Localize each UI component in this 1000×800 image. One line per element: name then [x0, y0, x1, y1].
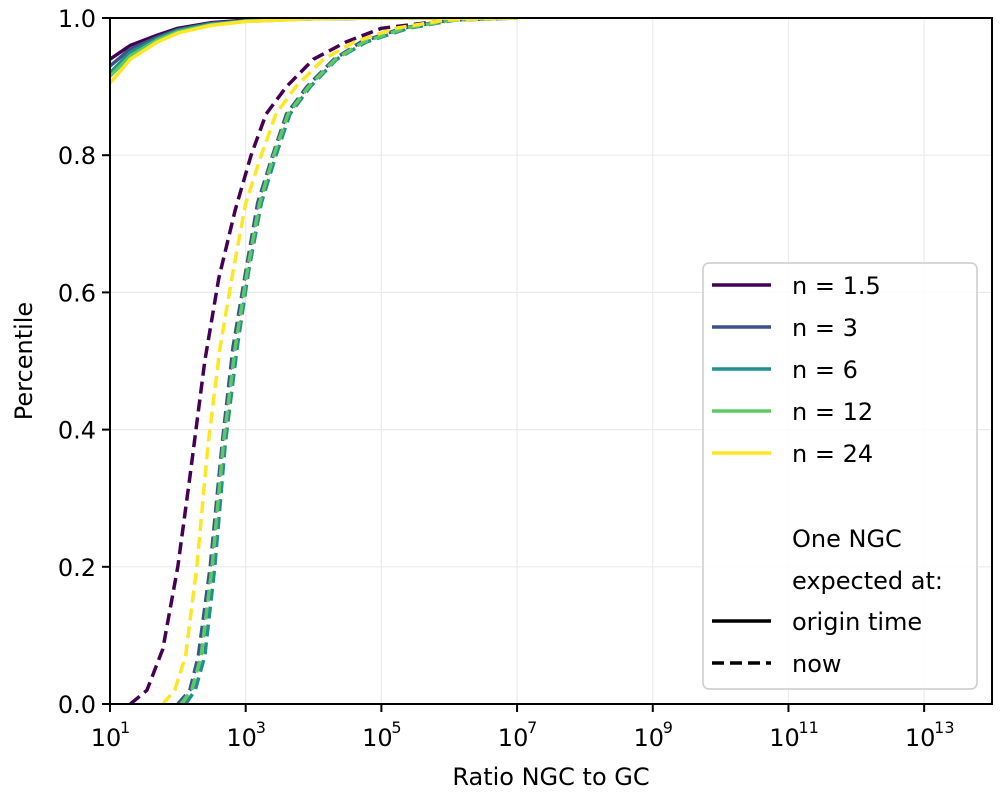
legend-entry: n = 1.5 [792, 272, 881, 300]
svg-text:9: 9 [663, 718, 673, 737]
legend: n = 1.5 n = 3 n = 6 n = 12 n = 24 One NGC ex… [702, 262, 978, 690]
plot-frame [109, 17, 993, 705]
x-tick-label: 107 [498, 718, 537, 752]
svg-text:3: 3 [256, 718, 266, 737]
y-tick-label: 0.8 [58, 142, 96, 170]
y-tick-label: 0.6 [58, 279, 96, 307]
y-tick-label: 0.0 [58, 691, 96, 719]
legend-solid-label: origin time [792, 608, 922, 636]
svg-text:7: 7 [527, 718, 537, 737]
y-tick-label: 0.2 [58, 554, 96, 582]
svg-text:10: 10 [498, 724, 529, 752]
y-tick-label: 0.4 [58, 417, 96, 445]
legend-heading-line2: expected at: [792, 567, 943, 595]
x-axis-label: Ratio NGC to GC [452, 763, 649, 791]
legend-entry: n = 6 [792, 356, 858, 384]
y-tick-label: 1.0 [58, 5, 96, 33]
svg-text:11: 11 [798, 718, 818, 737]
legend-heading-line1: One NGC [792, 525, 902, 553]
y-axis: 0.0 0.2 0.4 0.6 0.8 1.0 [58, 5, 110, 719]
svg-text:10: 10 [226, 724, 257, 752]
x-tick-label: 109 [633, 718, 672, 752]
legend-box [702, 262, 978, 690]
series-line-n24-now [161, 18, 518, 704]
svg-text:5: 5 [391, 718, 401, 737]
legend-entry: n = 24 [792, 440, 873, 468]
series-line-n12-now [179, 18, 518, 704]
svg-text:10: 10 [362, 724, 393, 752]
legend-entry: n = 3 [792, 314, 858, 342]
series-line-n6-now [184, 18, 518, 704]
x-tick-label: 103 [226, 718, 265, 752]
series-line-n1-5-now [129, 18, 518, 704]
svg-text:10: 10 [905, 724, 936, 752]
svg-text:10: 10 [769, 724, 800, 752]
y-axis-label: Percentile [10, 302, 38, 420]
svg-text:13: 13 [934, 718, 954, 737]
svg-text:10: 10 [633, 724, 664, 752]
x-tick-label: 101 [91, 718, 130, 752]
svg-text:1: 1 [120, 718, 130, 737]
legend-entry: n = 12 [792, 398, 873, 426]
svg-text:10: 10 [91, 724, 122, 752]
legend-dashed-label: now [792, 650, 842, 678]
x-tick-label: 105 [362, 718, 401, 752]
